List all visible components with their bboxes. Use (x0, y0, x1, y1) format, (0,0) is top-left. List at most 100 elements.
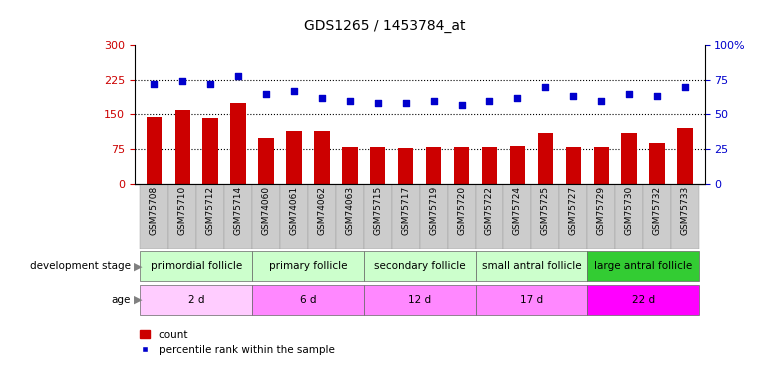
Bar (252, 184, 280, 249)
Text: ▶: ▶ (134, 295, 142, 305)
Bar (259, 138, 273, 184)
Bar (621, 133, 637, 184)
Bar (314, 130, 330, 184)
Bar (420, 184, 447, 249)
Text: GSM75720: GSM75720 (457, 186, 466, 235)
Point (148, 81, 160, 87)
Point (679, 84, 691, 90)
Bar (649, 143, 665, 184)
Text: GSM75708: GSM75708 (150, 186, 159, 235)
Text: age: age (112, 295, 131, 305)
Text: GSM75729: GSM75729 (597, 186, 606, 235)
Bar (588, 184, 615, 249)
Text: GSM75710: GSM75710 (178, 186, 187, 235)
Text: GSM75717: GSM75717 (401, 186, 410, 235)
Bar (175, 110, 190, 184)
Bar (566, 147, 581, 184)
Point (259, 91, 272, 97)
Text: GSM75725: GSM75725 (541, 186, 550, 235)
Text: GSM75715: GSM75715 (373, 186, 382, 235)
Bar (280, 184, 308, 249)
Text: GSM75722: GSM75722 (485, 186, 494, 235)
Bar (482, 147, 497, 184)
Text: GSM75724: GSM75724 (513, 186, 522, 235)
Bar (447, 184, 476, 249)
Point (316, 95, 328, 101)
Text: large antral follicle: large antral follicle (594, 261, 692, 271)
Bar (588, 285, 699, 315)
Legend: count, percentile rank within the sample: count, percentile rank within the sample (140, 330, 335, 355)
Bar (392, 184, 420, 249)
Bar (531, 184, 559, 249)
Text: GSM74060: GSM74060 (262, 186, 270, 235)
Text: primary follicle: primary follicle (269, 261, 347, 271)
Bar (615, 184, 643, 249)
Text: GSM74061: GSM74061 (290, 186, 299, 235)
Point (651, 93, 663, 99)
Bar (146, 117, 162, 184)
Bar (363, 285, 476, 315)
Bar (588, 251, 699, 281)
Bar (537, 133, 553, 184)
Bar (671, 184, 699, 249)
Point (595, 98, 608, 104)
Bar (454, 147, 469, 184)
Bar (370, 147, 386, 184)
Point (288, 88, 300, 94)
Bar (510, 146, 525, 184)
Bar (476, 184, 504, 249)
Bar (476, 285, 588, 315)
Text: 12 d: 12 d (408, 295, 431, 305)
Text: primordial follicle: primordial follicle (151, 261, 242, 271)
Bar (559, 184, 588, 249)
Bar (342, 147, 357, 184)
Bar (308, 184, 336, 249)
Text: GDS1265 / 1453784_at: GDS1265 / 1453784_at (304, 19, 466, 33)
Point (427, 98, 440, 104)
Text: GSM75719: GSM75719 (429, 186, 438, 235)
Text: GSM75732: GSM75732 (652, 186, 661, 235)
Text: secondary follicle: secondary follicle (374, 261, 465, 271)
Bar (140, 285, 252, 315)
Bar (169, 184, 196, 249)
Point (343, 98, 356, 104)
Point (455, 102, 467, 108)
Point (484, 98, 496, 104)
Text: GSM74062: GSM74062 (317, 186, 326, 235)
Point (567, 93, 580, 99)
Bar (286, 130, 302, 184)
Text: small antral follicle: small antral follicle (481, 261, 581, 271)
Bar (643, 184, 671, 249)
Text: ▶: ▶ (134, 261, 142, 271)
Text: GSM75714: GSM75714 (233, 186, 243, 235)
Bar (230, 103, 246, 184)
Point (204, 81, 216, 87)
Point (400, 100, 412, 106)
Text: GSM74063: GSM74063 (345, 186, 354, 235)
Text: 2 d: 2 d (188, 295, 205, 305)
Bar (476, 251, 588, 281)
Bar (252, 285, 363, 315)
Bar (196, 184, 224, 249)
Bar (224, 184, 252, 249)
Text: 17 d: 17 d (520, 295, 543, 305)
Bar (363, 251, 476, 281)
Point (232, 72, 244, 78)
Bar (594, 147, 609, 184)
Text: GSM75727: GSM75727 (569, 186, 578, 235)
Bar (678, 128, 693, 184)
Point (176, 78, 189, 84)
Text: 22 d: 22 d (631, 295, 654, 305)
Bar (140, 184, 169, 249)
Bar (398, 148, 413, 184)
Bar (336, 184, 363, 249)
Text: 6 d: 6 d (300, 295, 316, 305)
Point (372, 100, 384, 106)
Point (511, 95, 524, 101)
Point (623, 91, 635, 97)
Text: GSM75733: GSM75733 (681, 186, 689, 235)
Bar (504, 184, 531, 249)
Text: GSM75712: GSM75712 (206, 186, 215, 235)
Bar (363, 184, 392, 249)
Bar (203, 118, 218, 184)
